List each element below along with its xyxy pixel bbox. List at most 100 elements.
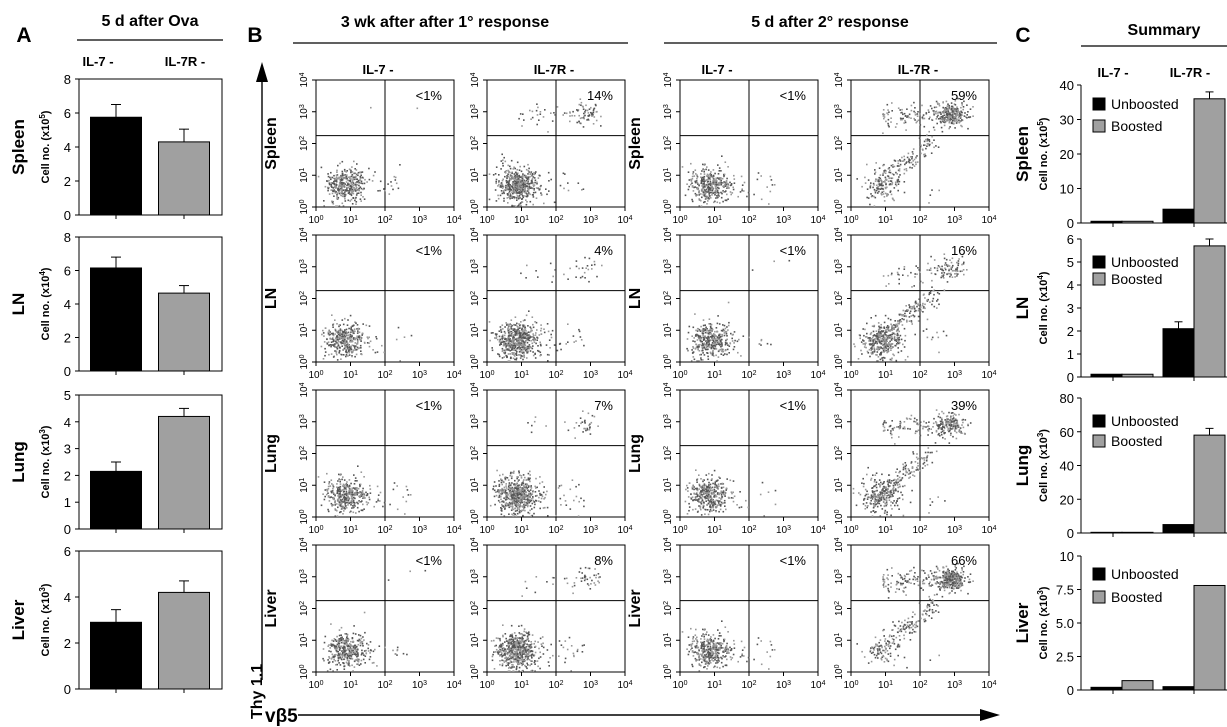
dot — [511, 177, 513, 179]
dot — [335, 176, 338, 178]
dot — [389, 503, 391, 506]
dot — [891, 335, 893, 338]
dot — [941, 268, 944, 270]
dot — [922, 330, 925, 332]
dot — [327, 492, 329, 494]
dot — [512, 357, 515, 360]
dot — [356, 341, 359, 344]
dot — [352, 506, 355, 509]
dot — [956, 106, 958, 108]
dot — [899, 174, 901, 176]
dot — [714, 345, 716, 347]
dot — [513, 180, 516, 182]
dot — [324, 327, 327, 329]
dot — [349, 177, 351, 179]
dot — [542, 116, 545, 118]
x-tick-label: 102 — [741, 370, 756, 382]
dot — [539, 113, 542, 115]
dot — [877, 338, 879, 340]
dot — [532, 333, 534, 335]
dot — [540, 324, 542, 326]
dot — [357, 335, 360, 338]
dot — [692, 356, 695, 358]
dot — [710, 346, 712, 349]
dot — [352, 351, 354, 353]
dot — [961, 102, 963, 104]
dot — [356, 346, 359, 349]
dot — [912, 148, 915, 150]
dot — [904, 315, 906, 317]
dot — [510, 335, 512, 337]
dot — [501, 324, 504, 326]
dot — [706, 184, 708, 187]
dot — [343, 510, 345, 512]
dot — [591, 113, 593, 115]
dot — [340, 358, 342, 360]
dot — [525, 330, 527, 332]
dot — [515, 357, 518, 360]
dot — [524, 329, 526, 331]
dot — [702, 334, 704, 337]
dot — [368, 167, 370, 170]
dot — [885, 344, 888, 346]
dot — [532, 185, 535, 188]
dot — [720, 191, 722, 194]
dot — [707, 175, 710, 178]
dot — [877, 356, 880, 358]
dot — [535, 487, 537, 489]
dot — [715, 180, 718, 182]
dot — [501, 487, 503, 490]
dot — [351, 496, 353, 498]
dot — [519, 192, 521, 195]
dot — [712, 182, 714, 184]
dot — [935, 100, 938, 103]
dot — [569, 112, 571, 114]
dot — [564, 173, 566, 175]
dot — [949, 126, 951, 128]
dot — [347, 495, 349, 497]
dot — [350, 190, 352, 193]
dot — [700, 180, 703, 182]
dot — [340, 192, 342, 194]
dot — [864, 328, 866, 331]
dot — [879, 328, 881, 331]
dot — [503, 197, 505, 200]
dot — [708, 339, 710, 341]
dot — [953, 117, 955, 120]
row-label: Liver — [9, 599, 28, 640]
dot — [733, 346, 736, 348]
dot — [905, 115, 907, 117]
dot — [407, 494, 410, 496]
dot — [317, 175, 320, 178]
dot — [344, 506, 346, 508]
dot — [520, 272, 522, 275]
dot — [335, 336, 338, 338]
dot — [341, 498, 344, 501]
dot — [873, 351, 876, 353]
dot — [365, 491, 367, 494]
dot — [943, 289, 946, 291]
dot — [538, 174, 541, 177]
dot — [513, 178, 516, 180]
dot — [348, 479, 351, 481]
dot — [368, 336, 370, 339]
dot — [714, 180, 716, 183]
dot — [692, 173, 694, 175]
dot — [896, 336, 899, 338]
dot — [323, 205, 325, 207]
dot — [706, 328, 708, 330]
dot — [908, 161, 911, 164]
dot — [928, 144, 931, 147]
dot — [712, 338, 715, 340]
dot — [887, 335, 889, 337]
dot — [334, 502, 336, 504]
dot — [890, 117, 892, 119]
dot — [723, 332, 726, 334]
dot — [332, 334, 335, 337]
dot — [741, 184, 744, 186]
dot — [343, 496, 345, 499]
dot — [520, 337, 523, 339]
dot — [717, 184, 720, 186]
dot — [888, 342, 890, 344]
dot — [506, 175, 508, 177]
